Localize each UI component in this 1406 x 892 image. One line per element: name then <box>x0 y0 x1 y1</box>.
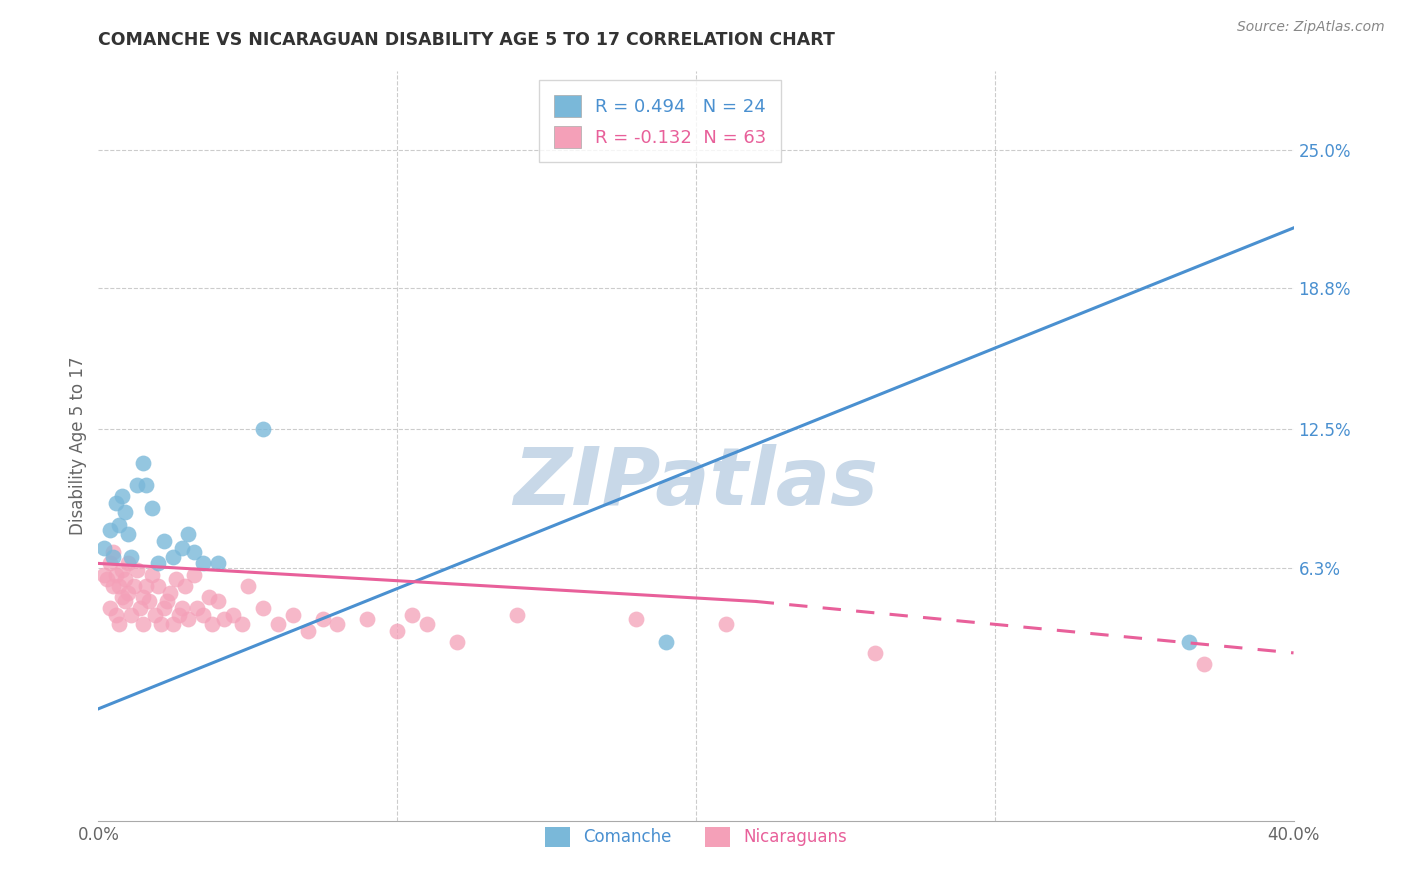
Point <box>132 456 155 470</box>
Point <box>127 478 149 492</box>
Point <box>174 579 197 593</box>
Point <box>129 601 152 615</box>
Point <box>143 607 166 622</box>
Point <box>172 601 194 615</box>
Point <box>96 572 118 586</box>
Point <box>385 624 409 638</box>
Point <box>162 549 184 564</box>
Point <box>177 612 200 626</box>
Point <box>153 601 176 615</box>
Point <box>401 607 423 622</box>
Point <box>252 422 274 436</box>
Point <box>148 579 170 593</box>
Point <box>108 518 131 533</box>
Point <box>165 572 187 586</box>
Point <box>162 616 184 631</box>
Point <box>311 612 333 626</box>
Point <box>150 616 173 631</box>
Point <box>103 579 125 593</box>
Point <box>1192 657 1215 671</box>
Point <box>132 590 155 604</box>
Point <box>127 563 149 577</box>
Point <box>103 549 125 564</box>
Legend: Comanche, Nicaraguans: Comanche, Nicaraguans <box>538 820 853 854</box>
Point <box>114 594 136 608</box>
Point <box>191 557 214 571</box>
Point <box>281 607 304 622</box>
Point <box>167 607 190 622</box>
Point <box>141 567 163 582</box>
Point <box>98 601 122 615</box>
Text: Source: ZipAtlas.com: Source: ZipAtlas.com <box>1237 20 1385 34</box>
Text: COMANCHE VS NICARAGUAN DISABILITY AGE 5 TO 17 CORRELATION CHART: COMANCHE VS NICARAGUAN DISABILITY AGE 5 … <box>98 31 835 49</box>
Point <box>865 646 887 660</box>
Point <box>183 567 205 582</box>
Point <box>655 634 678 648</box>
Point <box>356 612 378 626</box>
Point <box>506 607 529 622</box>
Point <box>159 585 181 599</box>
Point <box>114 572 136 586</box>
Point <box>1178 634 1201 648</box>
Point <box>207 594 229 608</box>
Point <box>416 616 439 631</box>
Point <box>98 523 122 537</box>
Point <box>714 616 737 631</box>
Point <box>148 557 170 571</box>
Point <box>153 534 176 549</box>
Point <box>183 545 205 559</box>
Point <box>191 607 214 622</box>
Point <box>297 624 319 638</box>
Point <box>236 579 259 593</box>
Point <box>93 541 115 555</box>
Point <box>252 601 274 615</box>
Text: ZIPatlas: ZIPatlas <box>513 444 879 523</box>
Point <box>186 601 208 615</box>
Point <box>117 527 139 541</box>
Point <box>138 594 160 608</box>
Point <box>93 567 115 582</box>
Point <box>108 616 131 631</box>
Point <box>117 557 139 571</box>
Point <box>120 549 142 564</box>
Point <box>111 489 134 503</box>
Point <box>267 616 290 631</box>
Point <box>626 612 648 626</box>
Point <box>117 585 139 599</box>
Point <box>156 594 179 608</box>
Point <box>135 579 157 593</box>
Point <box>120 607 142 622</box>
Point <box>222 607 245 622</box>
Point <box>207 557 229 571</box>
Point <box>98 557 122 571</box>
Point <box>111 590 134 604</box>
Point <box>111 563 134 577</box>
Point <box>141 500 163 515</box>
Point <box>105 496 128 510</box>
Point <box>172 541 194 555</box>
Point <box>135 478 157 492</box>
Point <box>108 579 131 593</box>
Point <box>177 527 200 541</box>
Point <box>124 579 146 593</box>
Point <box>231 616 253 631</box>
Point <box>103 545 125 559</box>
Point <box>198 590 221 604</box>
Point <box>326 616 349 631</box>
Point <box>105 607 128 622</box>
Point <box>114 505 136 519</box>
Point <box>212 612 235 626</box>
Point <box>105 567 128 582</box>
Point <box>446 634 468 648</box>
Point <box>132 616 155 631</box>
Point <box>201 616 224 631</box>
Y-axis label: Disability Age 5 to 17: Disability Age 5 to 17 <box>69 357 87 535</box>
